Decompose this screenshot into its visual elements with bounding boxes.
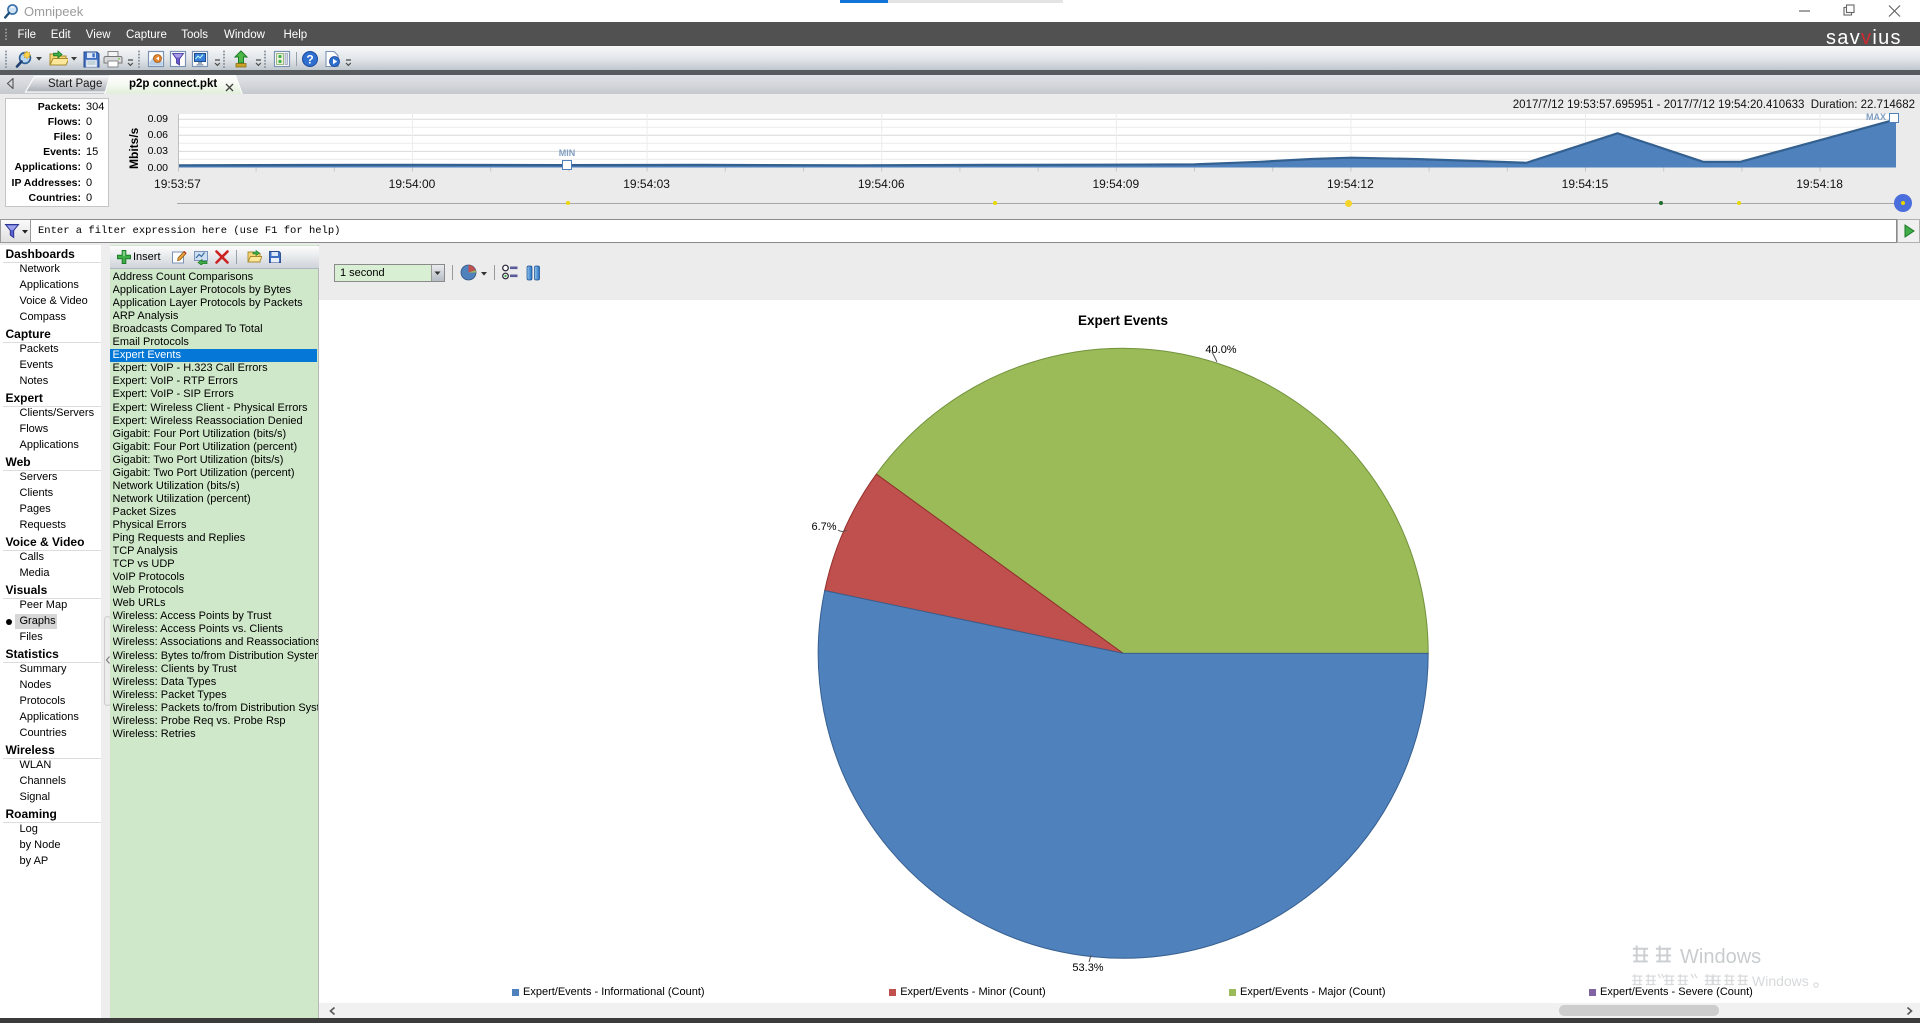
svg-text:Windows: Windows xyxy=(1752,973,1809,989)
svg-text:?: ? xyxy=(306,53,313,67)
svg-text:Windows: Windows xyxy=(1680,946,1761,968)
